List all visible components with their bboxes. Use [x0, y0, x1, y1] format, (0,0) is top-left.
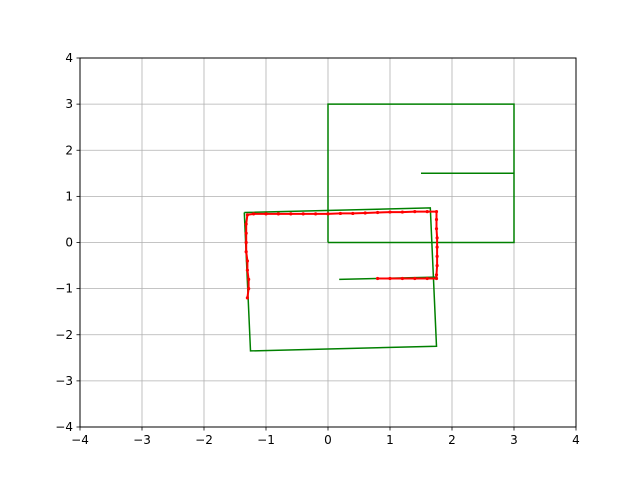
- x-tick-label: 3: [510, 433, 518, 447]
- data-point: [245, 213, 249, 217]
- x-tick-label: 4: [572, 433, 580, 447]
- y-tick-label: 3: [65, 97, 73, 111]
- data-point: [434, 276, 439, 281]
- data-point: [434, 273, 439, 277]
- data-point: [245, 268, 249, 272]
- data-point: [289, 212, 293, 216]
- data-point: [376, 210, 380, 215]
- data-point: [413, 209, 417, 214]
- data-point: [252, 212, 256, 216]
- data-point: [245, 296, 249, 300]
- data-point: [435, 254, 439, 258]
- series-layer: [243, 103, 515, 352]
- data-point: [376, 276, 380, 281]
- y-tick-label: 0: [65, 236, 73, 250]
- y-tick-label: 2: [65, 143, 73, 157]
- data-point: [244, 231, 248, 235]
- data-point: [425, 276, 429, 281]
- data-point: [244, 250, 248, 254]
- data-point: [434, 227, 439, 231]
- x-tick-label: −4: [71, 433, 89, 447]
- y-tick-label: −3: [55, 374, 73, 388]
- data-point: [388, 276, 392, 281]
- series-trace: [245, 210, 439, 299]
- y-tick-label: −1: [55, 282, 73, 296]
- data-point: [435, 245, 439, 249]
- series-line: [327, 103, 515, 244]
- x-tick-label: −1: [257, 433, 275, 447]
- tick-marks: −4 −3 −2 −1 0 1 2 3 4 −4 −3 −2 −1 0 1 2 3 4: [55, 51, 580, 447]
- y-tick-label: 1: [65, 189, 73, 203]
- data-point: [247, 277, 251, 281]
- data-point: [434, 217, 439, 222]
- data-point: [351, 211, 355, 216]
- data-point: [326, 212, 330, 216]
- data-point: [247, 287, 251, 291]
- data-point: [413, 276, 417, 281]
- data-point: [264, 212, 268, 216]
- data-point: [363, 211, 367, 215]
- x-tick-label: 1: [386, 433, 394, 447]
- x-tick-label: −2: [195, 433, 213, 447]
- x-tick-label: 2: [448, 433, 456, 447]
- series-line: [243, 207, 438, 352]
- data-point: [400, 276, 404, 281]
- y-tick-label: 4: [65, 51, 73, 65]
- data-point: [245, 259, 249, 263]
- data-point: [435, 236, 439, 240]
- data-point: [301, 212, 305, 216]
- data-point: [276, 212, 280, 216]
- y-tick-label: −2: [55, 328, 73, 342]
- data-point: [435, 263, 439, 268]
- data-point: [400, 210, 404, 214]
- data-point: [314, 212, 318, 216]
- data-point: [244, 240, 248, 245]
- y-tick-label: −4: [55, 420, 73, 434]
- x-tick-label: 0: [324, 433, 332, 447]
- data-point: [434, 209, 439, 214]
- data-point: [338, 211, 342, 216]
- data-point: [425, 209, 429, 214]
- x-tick-label: −3: [133, 433, 151, 447]
- data-point: [388, 210, 392, 214]
- data-point: [244, 222, 248, 226]
